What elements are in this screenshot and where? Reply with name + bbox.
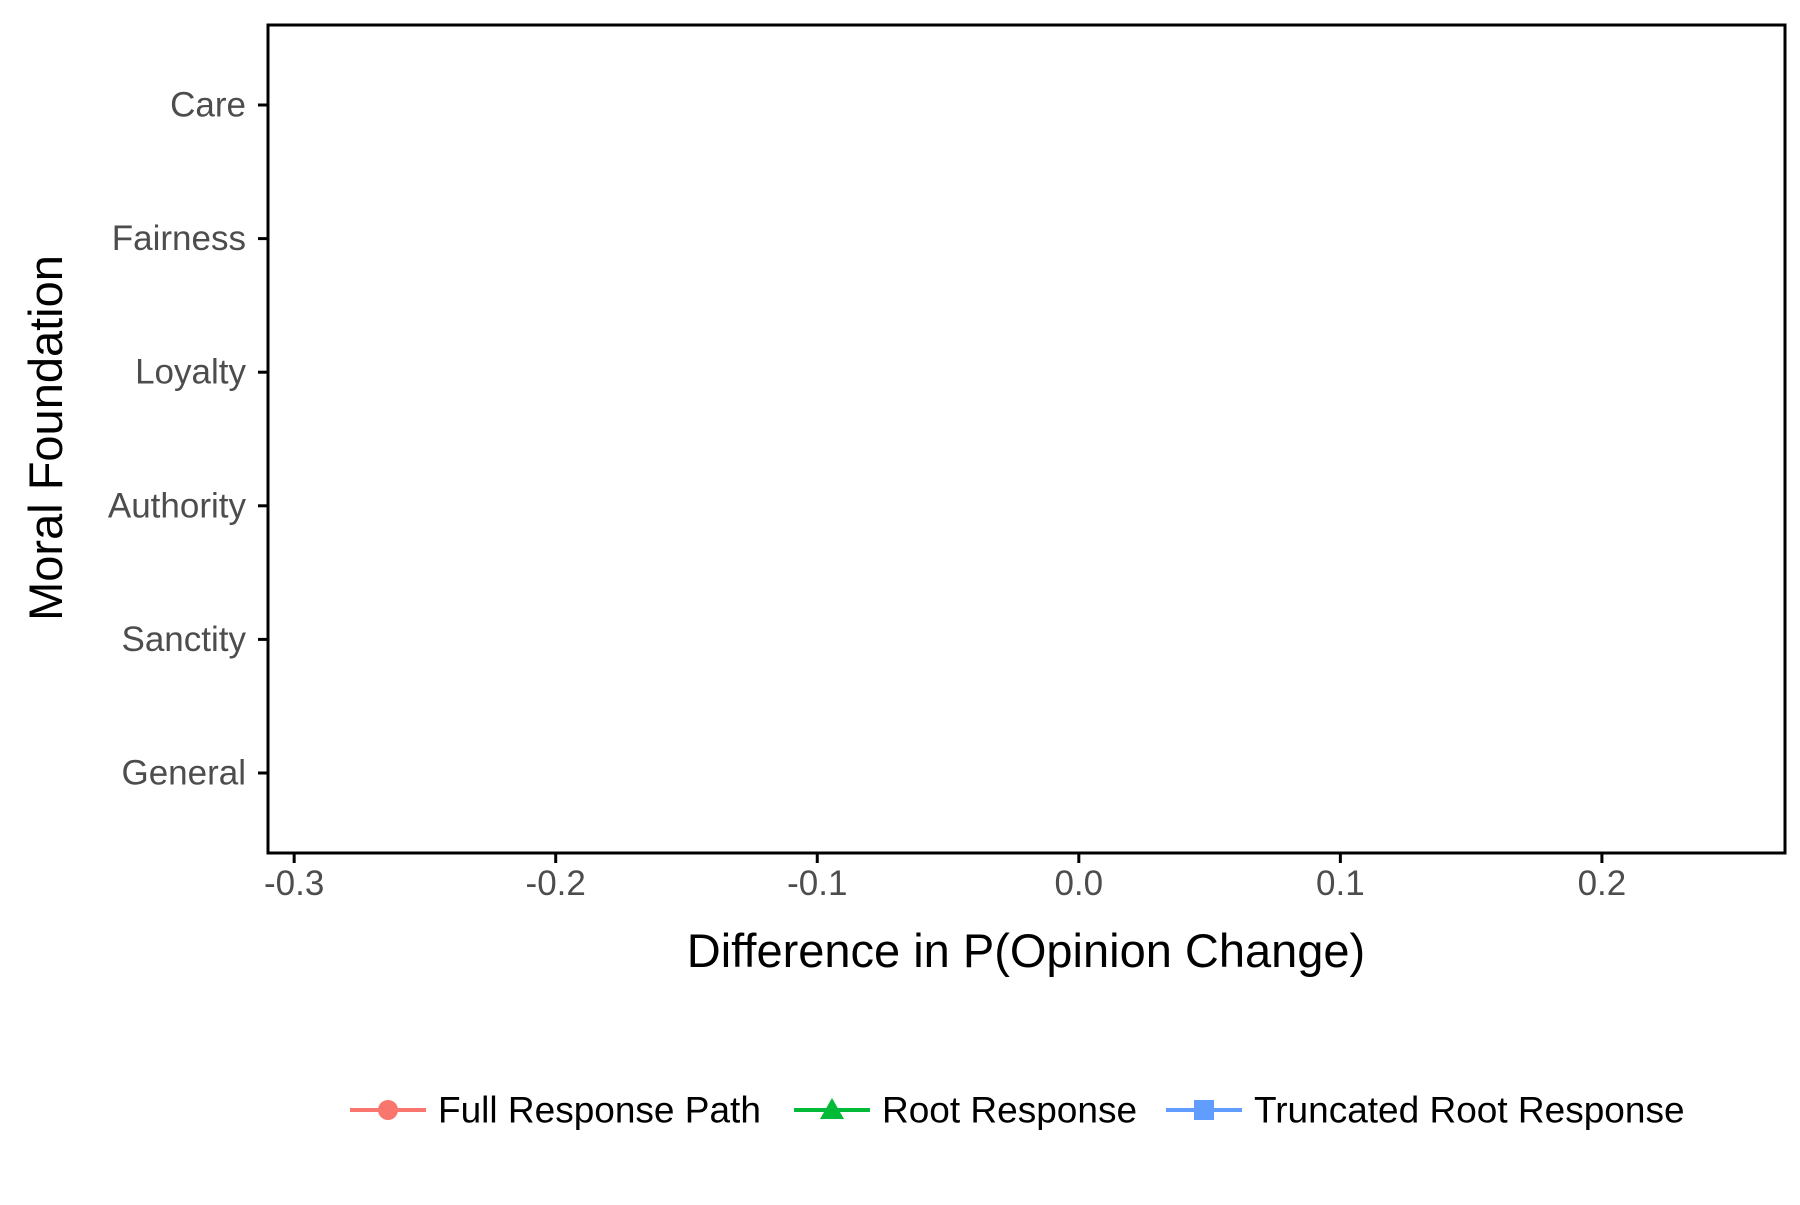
legend-label: Truncated Root Response [1254,1090,1685,1131]
panel-border [266,23,1787,855]
x-tick-label: 0.1 [1316,864,1365,903]
legend-triangle-marker [820,1098,844,1119]
y-tick-label: Fairness [112,219,246,258]
plot-panel [266,23,1787,855]
legend-label: Full Response Path [438,1090,761,1131]
y-axis: Care Fairness Loyalty Authority Sanctity Gene… [108,86,268,793]
legend-label: Root Response [882,1090,1137,1131]
legend-item: Full Response Path [350,1090,761,1131]
y-tick-label: Sanctity [122,620,247,659]
x-tick-label: -0.2 [526,864,586,903]
legend-item: Truncated Root Response [1166,1090,1685,1131]
x-tick-label: -0.3 [264,864,324,903]
y-axis-title: Moral Foundation [19,255,72,621]
legend: Full Response Path Root Response Truncated… [350,1090,1685,1131]
legend-circle-marker [378,1100,398,1120]
y-tick-label: Loyalty [135,353,246,392]
x-axis-title: Difference in P(Opinion Change) [687,924,1365,977]
legend-item: Root Response [794,1090,1137,1131]
x-tick-label: 0.0 [1054,864,1103,903]
x-axis: -0.3 -0.2 -0.1 0.0 0.1 0.2 [264,853,1626,903]
y-tick-label: General [121,754,246,793]
x-tick-label: -0.1 [787,864,847,903]
y-tick-label: Authority [108,486,247,525]
y-tick-label: Care [170,86,246,125]
legend-square-marker [1194,1100,1214,1120]
x-tick-label: 0.2 [1578,864,1627,903]
